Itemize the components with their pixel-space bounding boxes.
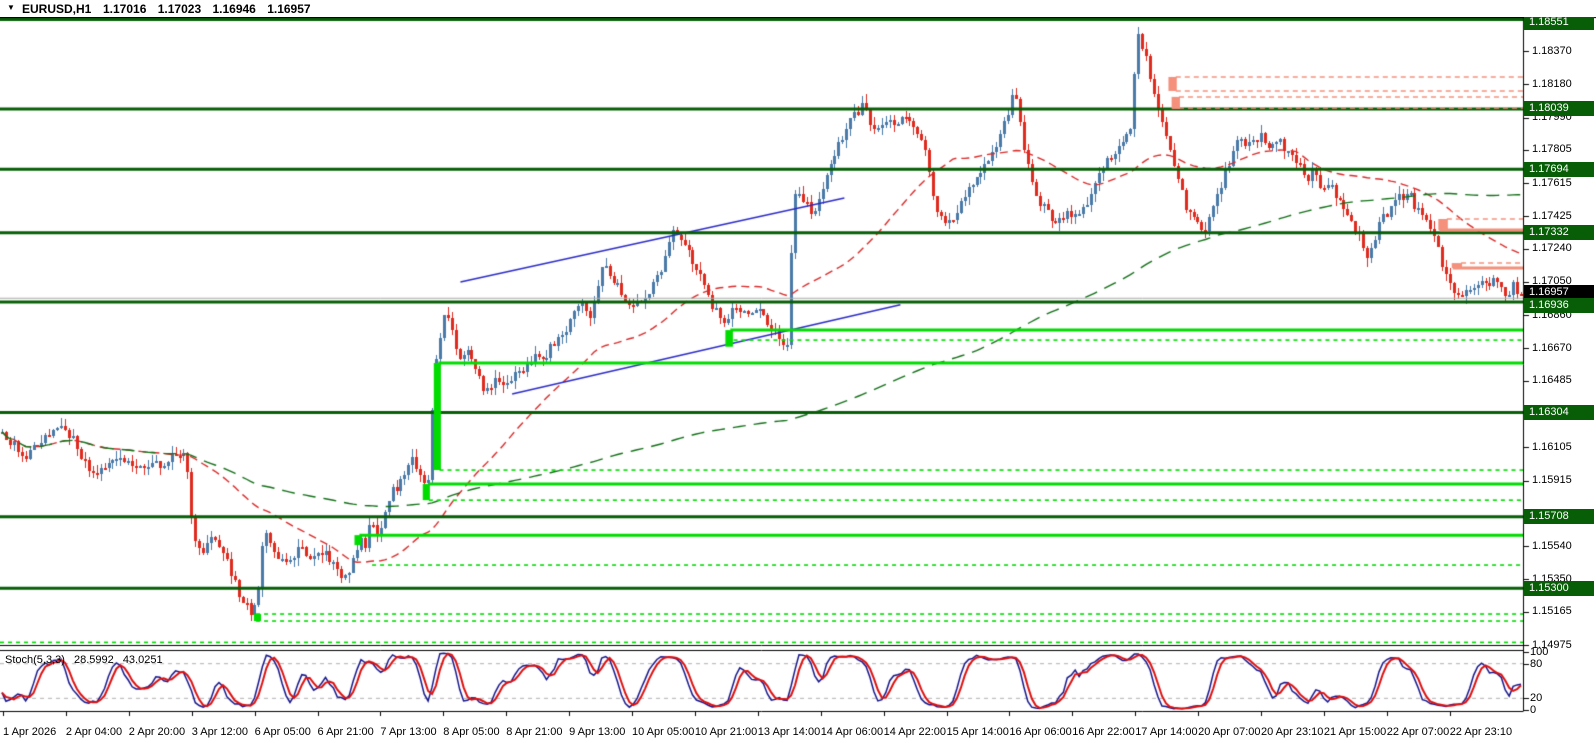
x-axis-label: 20 Apr 07:00 <box>1198 726 1261 738</box>
y-axis-tick-label: 1.17615 <box>1532 176 1572 189</box>
price-level-label: 1.18039 <box>1524 101 1594 117</box>
x-axis-label: 10 Apr 05:00 <box>632 726 695 738</box>
stochastic-indicator-label: Stoch(5,3,3) 28.5992 43.0251 <box>5 654 169 666</box>
y-axis-tick-label: 1.16485 <box>1532 374 1572 387</box>
price-level-label: 1.17332 <box>1524 225 1594 241</box>
y-axis-tick-label: 1.16105 <box>1532 440 1572 453</box>
y-axis-tick-label: 1.15540 <box>1532 539 1572 552</box>
x-axis-label: 6 Apr 05:00 <box>254 726 311 738</box>
x-axis-label: 2 Apr 04:00 <box>65 726 123 738</box>
x-axis-label: 15 Apr 14:00 <box>946 726 1009 738</box>
y-axis-tick-label: 1.18370 <box>1532 44 1572 57</box>
x-axis-label: 16 Apr 06:00 <box>1009 726 1072 738</box>
close-value: 1.16957 <box>267 2 311 16</box>
price-level-label: 1.15708 <box>1524 509 1594 525</box>
ohlc-values: 1.17016 1.17023 1.16946 1.16957 <box>95 2 311 16</box>
x-axis-label: 3 Apr 12:00 <box>191 726 248 738</box>
stochastic-signal-value: 43.0251 <box>122 654 163 666</box>
x-axis-label: 6 Apr 21:00 <box>317 726 374 738</box>
symbol-dropdown-icon[interactable]: ▼ <box>7 3 15 12</box>
x-axis-label: 2 Apr 20:00 <box>128 726 186 738</box>
x-axis-label: 14 Apr 22:00 <box>883 726 946 738</box>
stoch-scale-label: 20 <box>1530 692 1543 705</box>
low-value: 1.16946 <box>212 2 256 16</box>
price-level-label: 1.18551 <box>1524 15 1594 30</box>
y-axis-tick-label: 1.17425 <box>1532 209 1572 222</box>
x-axis-label: 20 Apr 23:10 <box>1261 726 1324 738</box>
chart-title-bar: ▼ EURUSD,H1 1.17016 1.17023 1.16946 1.16… <box>0 0 1596 17</box>
y-axis-tick-label: 1.14975 <box>1532 638 1572 651</box>
price-level-label: 1.16936 <box>1524 298 1594 314</box>
y-axis-tick-label: 1.15915 <box>1532 474 1572 487</box>
x-axis-label: 8 Apr 05:00 <box>443 726 500 738</box>
x-axis-label: 7 Apr 13:00 <box>380 726 437 738</box>
x-axis-label: 21 Apr 15:00 <box>1323 726 1387 738</box>
price-level-label: 1.15300 <box>1524 580 1594 596</box>
stoch-scale-label: 0 <box>1530 704 1537 716</box>
y-axis-tick-label: 1.17050 <box>1532 275 1572 288</box>
x-axis-label: 1 Apr 2026 <box>3 726 57 738</box>
x-axis-label: 14 Apr 06:00 <box>820 726 884 738</box>
stoch-scale-label: 100 <box>1530 646 1549 658</box>
symbol-timeframe-label: EURUSD,H1 <box>22 2 92 16</box>
x-axis-label: 22 Apr 07:00 <box>1386 726 1450 738</box>
x-axis-label: 13 Apr 14:00 <box>757 726 821 738</box>
x-axis-label: 17 Apr 14:00 <box>1135 726 1198 738</box>
open-value: 1.17016 <box>103 2 147 16</box>
x-axis-label: 22 Apr 23:10 <box>1449 726 1513 738</box>
y-axis-tick-label: 1.17805 <box>1532 143 1572 156</box>
x-axis-label: 8 Apr 21:00 <box>506 726 563 738</box>
price-level-label: 1.16304 <box>1524 404 1594 420</box>
y-axis-tick-label: 1.17240 <box>1532 242 1572 255</box>
stochastic-name: Stoch(5,3,3) <box>5 654 65 666</box>
price-level-label: 1.17694 <box>1524 161 1594 177</box>
high-value: 1.17023 <box>157 2 202 16</box>
x-axis-label: 9 Apr 13:00 <box>569 726 626 738</box>
stoch-scale-label: 80 <box>1530 657 1543 670</box>
stochastic-main-value: 28.5992 <box>73 654 114 666</box>
x-axis-label: 16 Apr 22:00 <box>1072 726 1135 738</box>
x-axis-label: 10 Apr 21:00 <box>694 726 758 738</box>
current-price-label: 1.16957 <box>1524 285 1594 301</box>
y-axis-tick-label: 1.16670 <box>1532 341 1572 354</box>
y-axis-tick-label: 1.15165 <box>1532 605 1572 618</box>
y-axis-tick-label: 1.18180 <box>1532 77 1572 90</box>
